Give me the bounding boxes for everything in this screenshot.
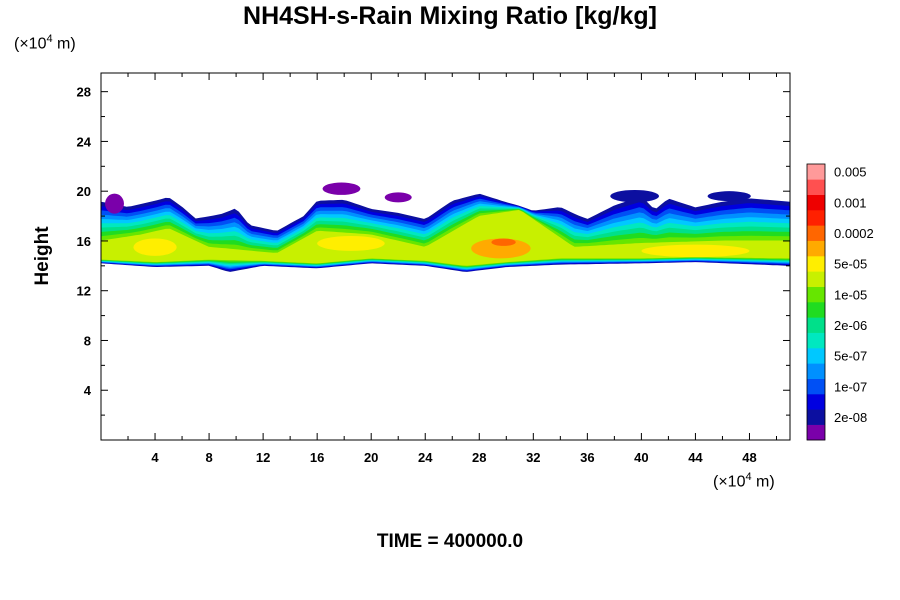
- colorbar-swatch: [807, 378, 825, 395]
- y-tick-label: 12: [77, 284, 91, 299]
- colorbar: 2e-08 1e-07 5e-07 2e-06 1e-05 5e-05 0.0002 0.00…: [806, 163, 874, 441]
- contour-blob: [610, 189, 659, 203]
- contour-field: [101, 182, 790, 272]
- colorbar-label: 5e-07: [834, 349, 867, 364]
- contour-blob: [322, 182, 361, 195]
- contour-blob: [491, 238, 516, 246]
- colorbar-label: 1e-05: [834, 287, 867, 302]
- colorbar-swatch: [807, 317, 825, 333]
- x-tick-label: 32: [526, 450, 540, 465]
- y-tick-label: 28: [77, 85, 91, 100]
- colorbar-swatch: [807, 424, 825, 441]
- contour-band: [101, 210, 790, 266]
- contour-blob: [133, 238, 177, 256]
- y-tick-label: 4: [84, 383, 92, 398]
- colorbar-swatch: [807, 179, 825, 195]
- colorbar-label: 2e-08: [834, 410, 867, 425]
- colorbar-swatch: [807, 409, 825, 425]
- colorbar-swatch: [807, 271, 825, 287]
- x-tick-label: 16: [310, 450, 324, 465]
- y-axis-unit: (×104 m): [14, 33, 76, 53]
- colorbar-label: 1e-07: [834, 379, 867, 394]
- x-axis-unit: (×104 m): [713, 471, 775, 491]
- x-tick-label: 40: [634, 450, 648, 465]
- contour-blob: [707, 191, 751, 202]
- x-axis: 4 8 12 16 20 24 28 32 36 40 44 48: [127, 73, 777, 465]
- colorbar-frame: [806, 163, 826, 441]
- contour-blob: [471, 238, 531, 259]
- x-tick-label: 20: [364, 450, 378, 465]
- colorbar-swatch: [807, 225, 825, 241]
- x-tick-label: 36: [580, 450, 594, 465]
- x-tick-label: 24: [418, 450, 433, 465]
- colorbar-swatch: [807, 394, 825, 410]
- colorbar-swatch: [807, 194, 825, 211]
- contour-blob: [317, 235, 385, 251]
- x-tick-label: 44: [688, 450, 703, 465]
- colorbar-swatch: [807, 240, 825, 257]
- colorbar-label: 2e-06: [834, 318, 867, 333]
- colorbar-swatch: [807, 348, 825, 364]
- chart-title: NH4SH-s-Rain Mixing Ratio [kg/kg]: [243, 2, 657, 30]
- colorbar-swatch: [807, 210, 825, 226]
- contour-blob: [641, 244, 750, 258]
- time-label: TIME = 400000.0: [376, 531, 524, 552]
- x-tick-label: 12: [256, 450, 270, 465]
- colorbar-swatch: [807, 363, 825, 379]
- colorbar-swatch: [807, 286, 825, 303]
- colorbar-label: 5e-05: [834, 257, 867, 272]
- colorbar-label: 0.0002: [834, 226, 874, 241]
- x-tick-label: 8: [205, 450, 212, 465]
- x-tick-label: 28: [472, 450, 486, 465]
- contour-blob: [105, 193, 124, 214]
- colorbar-label: 0.001: [834, 195, 867, 210]
- y-axis: 4 8 12 16 20 24 28: [77, 85, 790, 416]
- y-tick-label: 16: [77, 234, 91, 249]
- colorbar-swatch: [807, 256, 825, 272]
- x-tick-label: 4: [151, 450, 159, 465]
- y-tick-label: 20: [77, 184, 91, 199]
- colorbar-swatch: [807, 164, 825, 180]
- colorbar-label: 0.005: [834, 165, 867, 180]
- y-tick-label: 24: [77, 134, 92, 149]
- plot-frame: [100, 72, 791, 441]
- contour-blob: [384, 192, 412, 203]
- colorbar-swatch: [807, 302, 825, 318]
- y-tick-label: 8: [84, 333, 91, 348]
- colorbar-swatch: [807, 332, 825, 349]
- x-tick-label: 48: [742, 450, 756, 465]
